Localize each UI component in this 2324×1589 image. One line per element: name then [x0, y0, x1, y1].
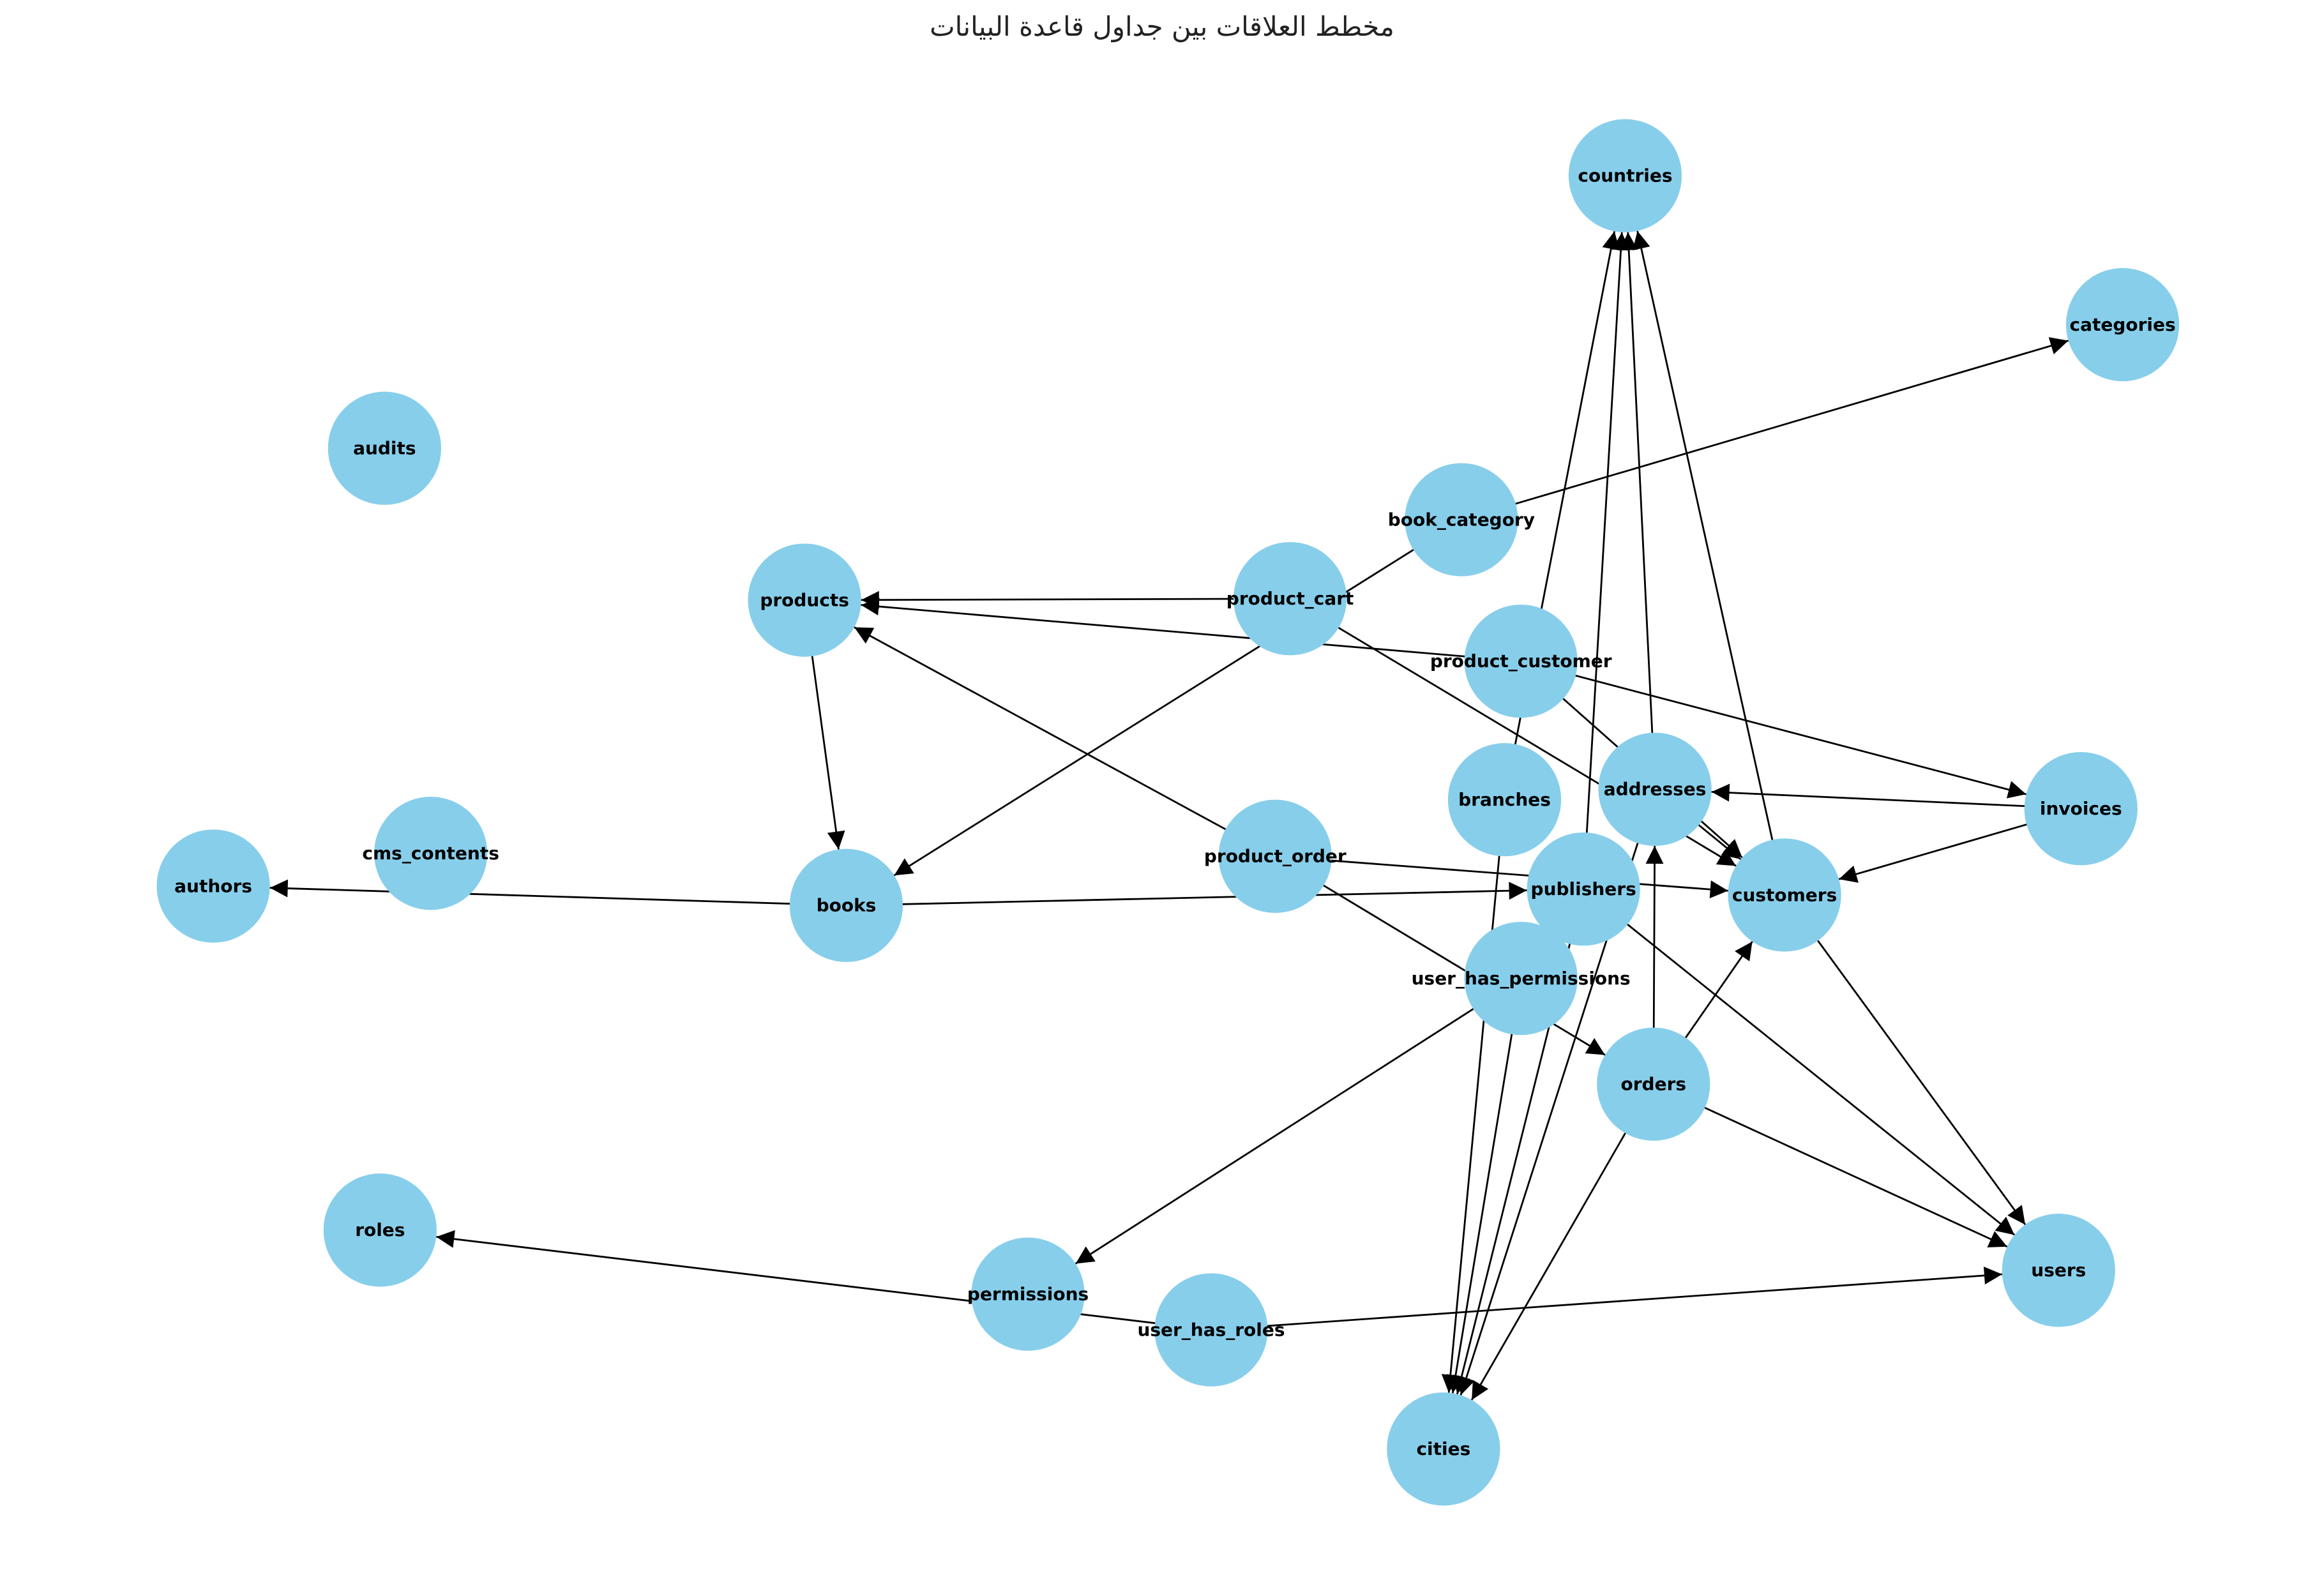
node-user_has_permissions[interactable]: user_has_permissions [1412, 921, 1631, 1035]
node-label: publishers [1531, 878, 1636, 900]
node-label: permissions [967, 1283, 1089, 1304]
node-products[interactable]: products [748, 543, 861, 657]
edge-user_has_permissions-to-permissions [1075, 977, 1521, 1265]
edge-publishers-to-countries [1582, 232, 1630, 889]
node-circle [1405, 463, 1518, 576]
node-circle [748, 543, 861, 657]
node-circle [1218, 799, 1332, 913]
node-label: countries [1578, 165, 1672, 186]
node-circle [1464, 605, 1578, 718]
node-roles[interactable]: roles [323, 1173, 437, 1287]
node-user_has_roles[interactable]: user_has_roles [1137, 1273, 1285, 1387]
node-cities[interactable]: cities [1387, 1392, 1500, 1506]
node-permissions[interactable]: permissions [967, 1237, 1089, 1351]
edge-books-to-publishers [846, 882, 1527, 907]
node-label: branches [1458, 789, 1551, 810]
node-cms_contents[interactable]: cms_contents [362, 796, 499, 910]
nodes: countries categories audits book_categorypr… [156, 119, 2180, 1506]
node-circle [1728, 838, 1841, 952]
node-label: products [760, 589, 849, 610]
node-circle [1387, 1392, 1500, 1506]
diagram-title: مخطط العلاقات بين جداول قاعدة البيانات [930, 11, 1394, 42]
node-book_category[interactable]: book_category [1388, 463, 1535, 576]
node-circle [971, 1237, 1085, 1351]
node-circle [1447, 743, 1562, 857]
node-circle [1154, 1273, 1268, 1387]
node-countries[interactable]: countries [1568, 119, 1682, 232]
node-label: cities [1416, 1438, 1470, 1459]
edge-orders-to-cities [1470, 1083, 1655, 1401]
edge-product_order-to-customers [1275, 855, 1728, 899]
edge-branches-to-cities [1441, 799, 1505, 1393]
node-circle [328, 391, 441, 505]
edge-addresses-to-countries [1620, 232, 1656, 790]
node-label: cms_contents [362, 843, 499, 864]
node-label: product_customer [1430, 651, 1612, 672]
edge-publishers-to-users [1583, 888, 2016, 1236]
node-label: audits [353, 437, 416, 458]
node-product_cart[interactable]: product_cart [1226, 542, 1354, 656]
node-circle [1597, 1027, 1710, 1141]
node-circle [1598, 732, 1712, 846]
node-label: book_category [1388, 509, 1535, 530]
edge-customers-to-users [1783, 894, 2026, 1226]
edge-customers-to-countries [1633, 230, 1786, 896]
edge-user_has_roles-to-users [1211, 1267, 2002, 1331]
node-circle [323, 1173, 437, 1287]
edge-book_category-to-categories [1461, 337, 2069, 521]
edge-invoices-to-addresses [1711, 783, 2081, 810]
node-circle [1568, 119, 1682, 232]
edge-product_customer-to-invoices [1520, 660, 2026, 799]
node-circle [789, 848, 903, 962]
node-invoices[interactable]: invoices [2024, 752, 2138, 866]
node-label: addresses [1604, 779, 1707, 800]
node-publishers[interactable]: publishers [1527, 832, 1640, 946]
node-books[interactable]: books [789, 848, 903, 962]
node-product_customer[interactable]: product_customer [1430, 605, 1612, 718]
node-label: authors [174, 875, 252, 896]
edge-product_customer-to-products [861, 598, 1521, 663]
edge-product_order-to-products [854, 626, 1276, 857]
node-label: product_cart [1226, 588, 1354, 609]
node-label: categories [2070, 314, 2176, 335]
edge-books-to-authors [269, 879, 847, 907]
node-circle [374, 796, 488, 910]
node-circle [2024, 752, 2138, 866]
node-label: users [2031, 1260, 2086, 1281]
node-circle [1527, 832, 1640, 946]
node-circle [156, 829, 270, 943]
node-addresses[interactable]: addresses [1598, 732, 1712, 846]
node-users[interactable]: users [2002, 1214, 2115, 1327]
node-product_order[interactable]: product_order [1204, 799, 1347, 913]
edge-user_has_roles-to-roles [436, 1230, 1212, 1331]
node-label: product_order [1204, 846, 1347, 867]
node-audits[interactable]: audits [328, 391, 441, 505]
node-label: roles [355, 1219, 405, 1240]
node-circle [1464, 921, 1578, 1035]
node-label: invoices [2040, 798, 2122, 819]
node-label: user_has_roles [1137, 1319, 1285, 1340]
node-orders[interactable]: orders [1597, 1027, 1710, 1141]
node-label: orders [1621, 1074, 1687, 1095]
node-categories[interactable]: categories [2065, 267, 2180, 382]
node-branches[interactable]: branches [1447, 743, 1562, 857]
node-label: books [817, 895, 877, 916]
node-authors[interactable]: authors [156, 829, 270, 943]
edge-orders-to-users [1653, 1083, 2008, 1248]
edge-book_category-to-books [893, 518, 1462, 877]
node-customers[interactable]: customers [1728, 838, 1841, 952]
node-circle [2065, 267, 2180, 382]
node-label: customers [1732, 884, 1837, 905]
node-circle [2002, 1214, 2115, 1327]
edges [269, 230, 2081, 1401]
edge-user_has_permissions-to-cities [1447, 978, 1522, 1394]
node-label: user_has_permissions [1412, 968, 1631, 989]
edge-product_cart-to-products [861, 591, 1290, 609]
node-circle [1233, 542, 1347, 656]
